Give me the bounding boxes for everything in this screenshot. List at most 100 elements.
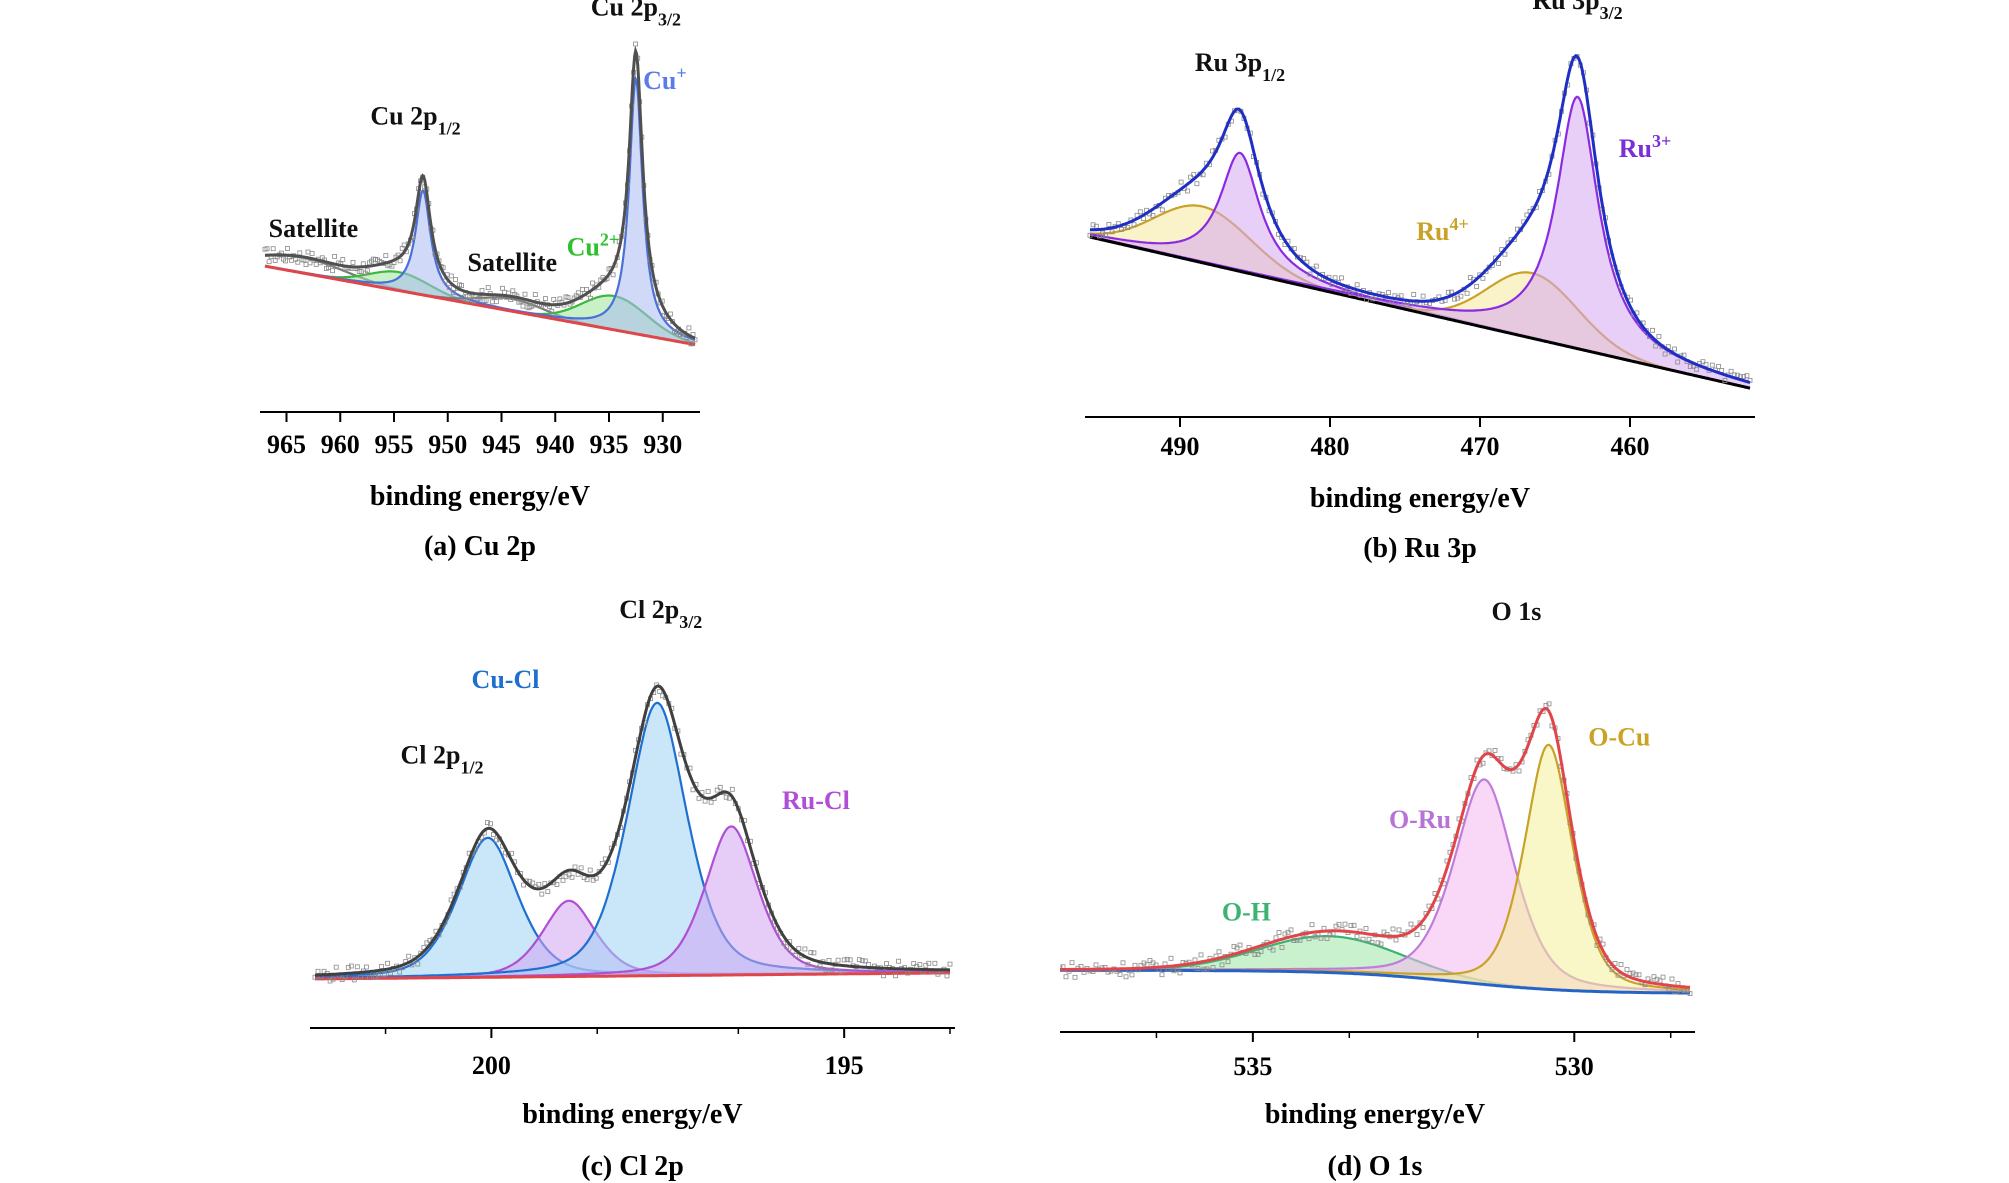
raw-point [1633, 972, 1639, 978]
raw-point [1270, 947, 1276, 953]
raw-point [522, 291, 528, 297]
raw-point [530, 302, 536, 308]
raw-point [490, 832, 496, 838]
raw-point [493, 837, 499, 843]
raw-point [543, 296, 548, 302]
raw-point [1669, 976, 1675, 982]
raw-point [1150, 213, 1156, 218]
raw-point [1492, 747, 1498, 753]
raw-point [1201, 966, 1207, 972]
x-tick-label: 930 [643, 430, 682, 459]
caption-b: (b) Ru 3p [1363, 533, 1477, 564]
raw-point [1093, 962, 1099, 968]
component-fill-a-5 [265, 78, 695, 345]
raw-point [1090, 222, 1096, 228]
x-axis-label-d: binding energy/eV [1265, 1099, 1485, 1130]
raw-point [829, 967, 835, 973]
raw-point [566, 872, 572, 878]
raw-point [500, 285, 505, 291]
x-tick-label: 490 [1161, 432, 1200, 461]
raw-point [502, 289, 508, 295]
raw-point [1324, 936, 1330, 941]
raw-point [835, 957, 841, 963]
raw-point [1258, 949, 1264, 954]
raw-point [1357, 293, 1363, 298]
peak-label-b-2: Ru3+ [1619, 131, 1672, 163]
raw-point [487, 821, 493, 827]
raw-point [521, 882, 527, 888]
raw-point [365, 268, 370, 274]
raw-point [1687, 364, 1693, 369]
raw-point [446, 284, 452, 290]
raw-point [1288, 927, 1294, 933]
raw-point [1087, 232, 1093, 238]
raw-point [723, 794, 729, 800]
raw-point [1276, 930, 1282, 935]
envelope-line-d [1060, 706, 1691, 989]
x-tick-label: 965 [267, 430, 306, 459]
raw-point [1660, 974, 1666, 980]
peak-label-c-2: Cl 2p1/2 [401, 741, 484, 778]
raw-point [838, 968, 844, 974]
raw-point [1060, 965, 1063, 971]
raw-point [1338, 275, 1344, 281]
peak-label-d-1: O-Cu [1588, 722, 1650, 751]
raw-point [729, 786, 735, 792]
raw-point [1318, 935, 1324, 941]
raw-point [351, 977, 357, 983]
raw-point [1381, 929, 1387, 935]
raw-point [686, 325, 692, 331]
background-line-b [1089, 235, 1751, 390]
raw-point [1687, 991, 1693, 997]
raw-point [1120, 960, 1126, 966]
x-tick-label: 535 [1233, 1052, 1272, 1081]
raw-point [781, 940, 787, 946]
raw-point [588, 295, 594, 301]
raw-point [1279, 944, 1285, 950]
raw-point [330, 976, 336, 982]
raw-point [826, 957, 832, 963]
raw-point [1174, 967, 1180, 973]
raw-point [1306, 936, 1312, 942]
raw-point [1609, 967, 1615, 973]
raw-point [1543, 703, 1549, 708]
x-axis-label-a: binding energy/eV [370, 481, 590, 512]
raw-point [1106, 221, 1112, 227]
caption-d: (d) O 1s [1328, 1151, 1423, 1182]
raw-point [926, 960, 932, 966]
raw-point [1636, 972, 1642, 978]
raw-point [802, 946, 808, 952]
raw-point [1336, 921, 1342, 927]
raw-point [1204, 966, 1210, 972]
raw-point [881, 973, 886, 979]
raw-point [560, 877, 566, 883]
raw-point [911, 961, 917, 966]
raw-point [382, 971, 387, 977]
component-fill-d-2 [1060, 744, 1690, 994]
raw-point [817, 963, 823, 969]
raw-point [459, 283, 465, 289]
raw-point [1313, 263, 1319, 269]
panel-c-cl-2p: 200 195 Cl 2p3/2 Cu-Cl Cl 2p1/2 Ru-Cl binding … [300, 600, 1000, 1183]
raw-data-points-d [1060, 701, 1693, 997]
raw-point [364, 964, 369, 970]
raw-point [1188, 174, 1194, 180]
raw-point [917, 962, 923, 968]
raw-point [784, 944, 790, 950]
x-tick-label: 195 [825, 1051, 864, 1080]
peak-label-b-3: Ru 3p3/2 [1532, 0, 1622, 23]
raw-point [330, 268, 335, 274]
raw-point [1458, 293, 1464, 299]
raw-point [367, 975, 372, 981]
raw-point [932, 960, 938, 966]
x-tick-label: 530 [1555, 1052, 1594, 1081]
envelope-line-c [315, 684, 950, 977]
x-tick-label: 935 [590, 430, 629, 459]
raw-point [309, 251, 315, 256]
raw-point [1329, 281, 1335, 287]
raw-point [1103, 232, 1109, 238]
raw-point [1185, 188, 1190, 194]
raw-point [1348, 923, 1354, 929]
raw-point [1398, 293, 1404, 299]
component-fill-d-0 [1060, 936, 1690, 994]
